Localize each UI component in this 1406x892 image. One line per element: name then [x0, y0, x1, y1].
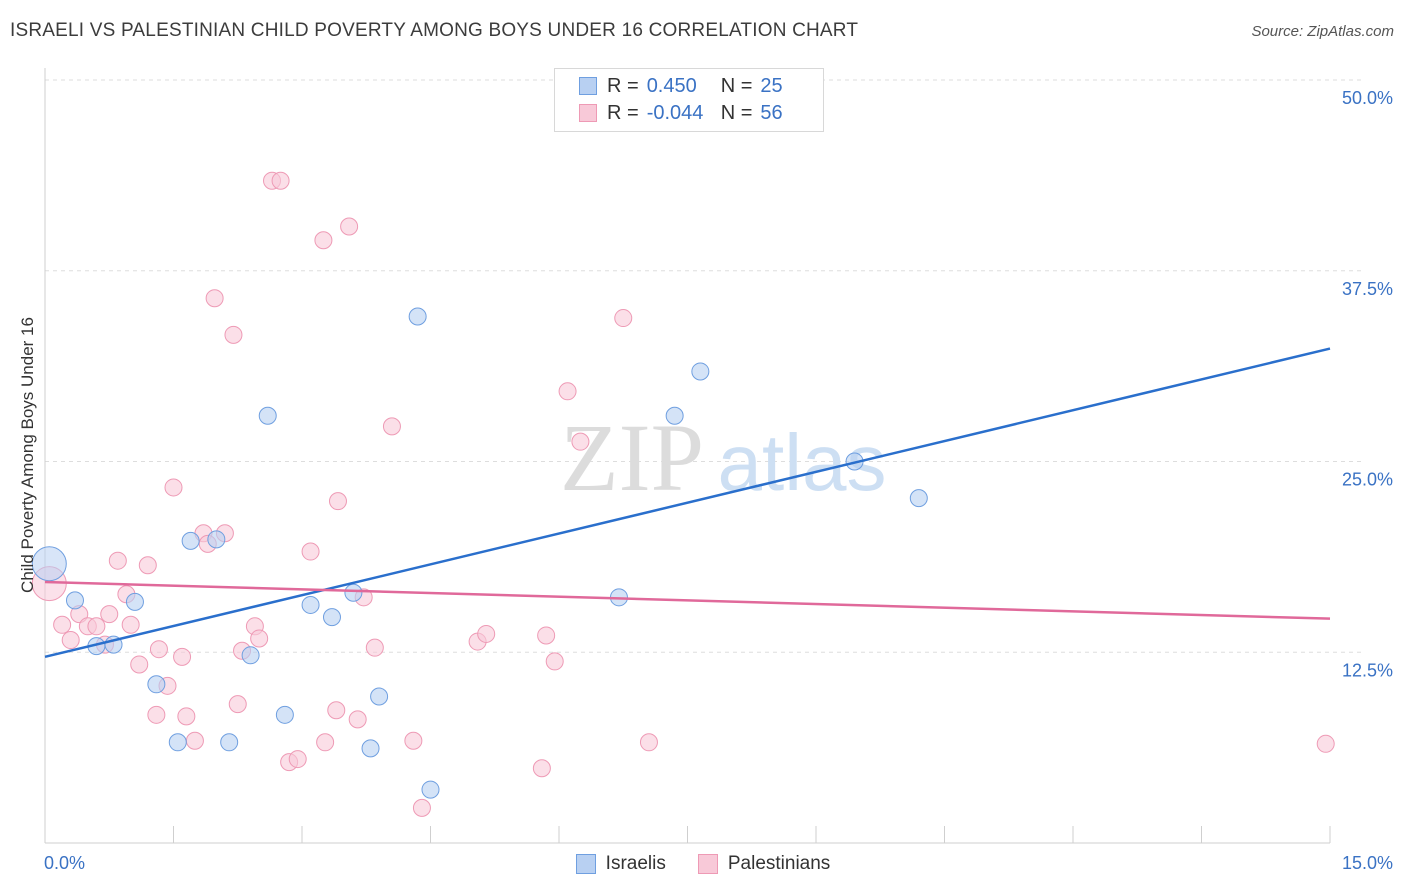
point-israelis-10 [241, 646, 260, 665]
point-palestinians-32 [288, 750, 307, 769]
point-israelis-6 [168, 733, 187, 752]
point-israelis-18 [408, 307, 427, 326]
point-palestinians-12 [138, 556, 157, 575]
point-palestinians-8 [108, 551, 127, 570]
legend-item-israelis[interactable]: Israelis [575, 853, 666, 875]
n-label: N = [720, 101, 753, 124]
point-palestinians-42 [382, 417, 401, 436]
legend-item-palestinians[interactable]: Palestinians [697, 853, 831, 875]
n-value: 25 [760, 74, 783, 97]
legend-row-israelis: R = 0.450 N = 25 [579, 73, 783, 99]
point-palestinians-1 [53, 615, 72, 634]
y-tick-label-0: 12.5% [1342, 660, 1393, 680]
axes [44, 68, 1331, 844]
point-palestinians-53 [639, 733, 658, 752]
point-palestinians-38 [340, 217, 359, 236]
point-israelis-17 [370, 687, 389, 706]
n-value: 56 [760, 101, 783, 124]
chart-title: ISRAELI VS PALESTINIAN CHILD POVERTY AMO… [10, 20, 859, 41]
y-axis-title: Child Poverty Among Boys Under 16 [18, 317, 37, 593]
point-palestinians-36 [327, 701, 346, 720]
point-israelis-11 [258, 406, 277, 425]
point-palestinians-41 [365, 638, 384, 657]
r-value: -0.044 [646, 101, 704, 124]
point-palestinians-52 [614, 309, 633, 328]
point-palestinians-13 [147, 705, 166, 724]
point-palestinians-35 [316, 733, 335, 752]
point-palestinians-33 [301, 542, 320, 561]
point-palestinians-16 [164, 478, 183, 497]
point-palestinians-11 [130, 655, 149, 674]
correlation-legend: R = 0.450 N = 25 R = -0.044 N = 56 [554, 68, 824, 132]
n-label: N = [720, 74, 753, 97]
point-palestinians-43 [404, 731, 423, 750]
point-palestinians-34 [314, 231, 333, 250]
r-label: R = [607, 101, 639, 124]
point-israelis-9 [220, 733, 239, 752]
legend-label-palestinians: Palestinians [727, 853, 831, 874]
point-palestinians-2 [61, 631, 80, 650]
point-palestinians-25 [228, 695, 247, 714]
y-tick-label-1: 25.0% [1342, 470, 1393, 490]
point-palestinians-50 [558, 382, 577, 401]
trend-lines [44, 347, 1331, 659]
point-israelis-1 [65, 591, 84, 610]
y-tick-label-2: 37.5% [1342, 279, 1393, 299]
point-palestinians-44 [412, 798, 431, 817]
point-israelis-14 [322, 608, 341, 627]
point-israelis-16 [361, 739, 380, 758]
point-palestinians-24 [224, 325, 243, 344]
point-israelis-22 [691, 362, 710, 381]
legend-swatch-israelis [579, 77, 597, 95]
point-palestinians-48 [537, 626, 556, 645]
point-palestinians-51 [571, 432, 590, 451]
legend-row-palestinians: R = -0.044 N = 56 [579, 100, 783, 126]
x-tick-label-1: 15.0% [1342, 853, 1393, 873]
point-israelis-24 [909, 489, 928, 508]
point-israelis-0 [31, 546, 67, 582]
r-value: 0.450 [646, 74, 697, 97]
point-israelis-13 [301, 595, 320, 614]
x-tick-label-0: 0.0% [44, 853, 85, 873]
point-palestinians-46 [477, 624, 496, 643]
point-palestinians-18 [177, 707, 196, 726]
trend-line-israelis [44, 347, 1331, 659]
source-label: Source: ZipAtlas.com [1251, 23, 1394, 40]
point-israelis-5 [147, 675, 166, 694]
point-israelis-19 [421, 780, 440, 799]
legend-swatch-palestinians [579, 104, 597, 122]
point-israelis-12 [275, 705, 294, 724]
y-tick-label-3: 50.0% [1342, 88, 1393, 108]
point-israelis-15 [344, 583, 363, 602]
point-palestinians-49 [545, 652, 564, 671]
point-palestinians-17 [173, 647, 192, 666]
point-palestinians-47 [532, 759, 551, 778]
tick-labels: 12.5% 25.0% 37.5% 50.0% 0.0% 15.0% [44, 88, 1393, 873]
point-israelis-7 [181, 531, 200, 550]
point-palestinians-37 [328, 492, 347, 511]
point-israelis-4 [125, 592, 144, 611]
series-israelis [31, 307, 928, 799]
point-palestinians-39 [348, 710, 367, 729]
point-palestinians-14 [149, 640, 168, 659]
point-palestinians-7 [100, 605, 119, 624]
point-palestinians-10 [121, 615, 140, 634]
grid-lines [45, 79, 1365, 653]
r-label: R = [607, 74, 639, 97]
point-palestinians-54 [1316, 734, 1335, 753]
point-palestinians-22 [205, 289, 224, 308]
point-israelis-8 [207, 530, 226, 549]
point-palestinians-30 [271, 171, 290, 190]
point-palestinians-19 [185, 731, 204, 750]
series-legend: Israelis Palestinians [0, 852, 1406, 876]
point-palestinians-28 [250, 629, 269, 648]
legend-swatch-israelis [575, 854, 596, 874]
legend-swatch-palestinians [697, 854, 718, 874]
legend-label-israelis: Israelis [605, 853, 666, 874]
trend-line-palestinians [44, 580, 1331, 620]
point-israelis-21 [665, 406, 684, 425]
point-palestinians-5 [87, 617, 106, 636]
